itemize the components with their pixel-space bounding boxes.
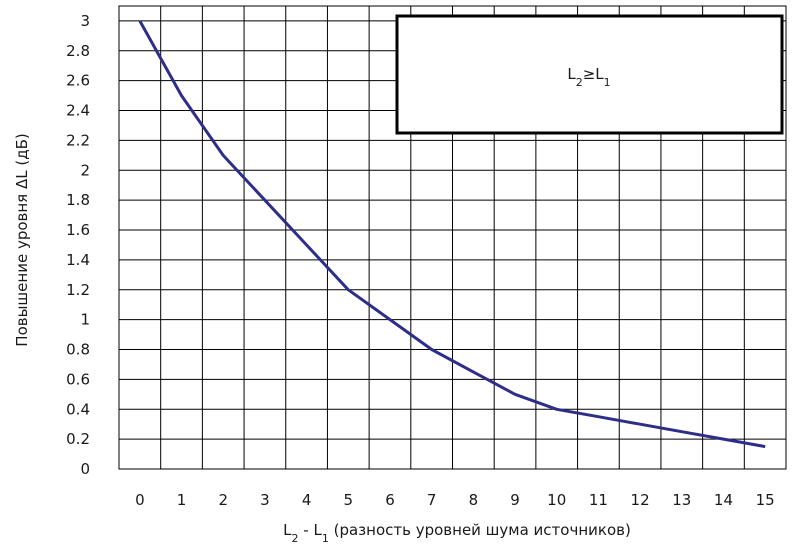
y-tick-labels: 0 0.2 0.4 0.6 0.8 1 1.2 1.4 1.6 1.8 2 2.2 2.4 2.6 2.8 3: [66, 12, 90, 478]
x-tick-labels: 0 1 2 3 4 5 6 7 8 9 10 11 12 13 14 15: [135, 491, 775, 509]
y-tick-label: 1.2: [66, 281, 90, 299]
series-layer: [138, 20, 766, 449]
x-tick-label: 5: [344, 491, 354, 509]
y-tick-label: 0.8: [66, 341, 90, 359]
x-axis-title-subscript: 1: [322, 532, 329, 545]
y-tick-label: 0.4: [66, 400, 90, 418]
y-tick-label: 2.6: [66, 72, 90, 90]
x-tick-label: 15: [756, 491, 775, 509]
x-tick-label: 7: [427, 491, 437, 509]
y-tick-label: 0.6: [66, 370, 90, 388]
annotation-subscript: 2: [576, 76, 583, 89]
x-tick-label: 4: [302, 491, 312, 509]
x-tick-label: 10: [547, 491, 566, 509]
x-tick-label: 11: [589, 491, 608, 509]
plot-frame: [118, 5, 787, 470]
x-tick-label: 14: [714, 491, 733, 509]
annotation-subscript: 1: [604, 76, 611, 89]
x-axis-title-text: (разность уровней шума источников): [329, 521, 631, 539]
annotation-text: L: [567, 65, 576, 83]
x-axis-title: L2 - L1 (разность уровней шума источнико…: [283, 521, 631, 545]
x-tick-label: 1: [177, 491, 187, 509]
x-tick-label: 12: [631, 491, 650, 509]
x-tick-label: 13: [672, 491, 691, 509]
y-axis-title: Повышение уровня ΔL (дБ): [13, 133, 31, 346]
x-tick-label: 6: [385, 491, 395, 509]
annotation-text: ≥L: [583, 65, 605, 83]
x-axis-title-text: L: [283, 521, 292, 539]
x-tick-label: 9: [510, 491, 520, 509]
x-tick-label: 0: [135, 491, 145, 509]
y-tick-label: 2.2: [66, 131, 90, 149]
x-tick-label: 8: [469, 491, 479, 509]
y-tick-label: 0: [80, 460, 90, 478]
series-line: [138, 20, 766, 449]
annotation-label: L2≥L1: [567, 65, 610, 89]
x-axis-title-text: - L: [299, 521, 323, 539]
y-tick-label: 1: [80, 311, 90, 329]
annotation-frame: [395, 14, 784, 135]
y-tick-label: 0.2: [66, 430, 90, 448]
y-tick-label: 2.4: [66, 102, 90, 120]
annotation-box: L2≥L1: [395, 14, 784, 135]
y-tick-label: 1.6: [66, 221, 90, 239]
y-tick-label: 2: [80, 161, 90, 179]
x-tick-label: 3: [260, 491, 270, 509]
x-axis-title-subscript: 2: [292, 532, 299, 545]
y-tick-label: 1.8: [66, 191, 90, 209]
y-tick-label: 3: [80, 12, 90, 30]
x-tick-label: 2: [218, 491, 228, 509]
y-tick-label: 1.4: [66, 251, 90, 269]
y-tick-label: 2.8: [66, 42, 90, 60]
